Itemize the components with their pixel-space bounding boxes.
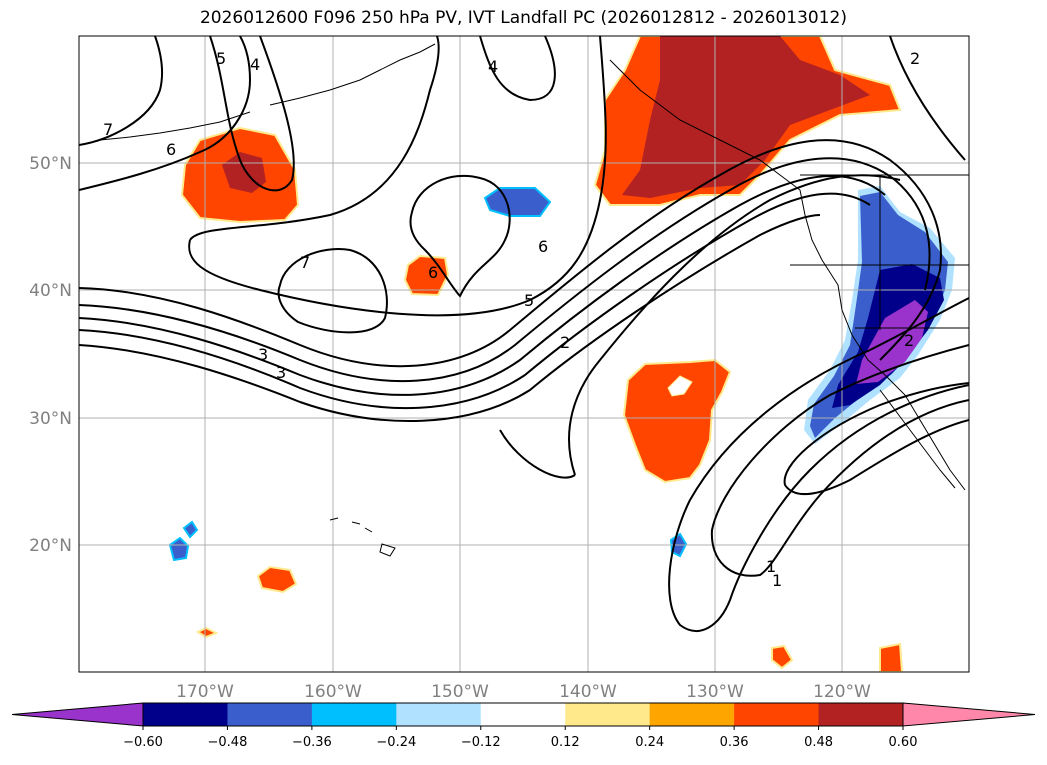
contour-6-aleutian bbox=[79, 36, 164, 146]
pv-anomaly-shading bbox=[168, 36, 955, 672]
contour-label: 2 bbox=[904, 331, 914, 350]
contour-gyre-outer bbox=[189, 36, 440, 241]
anomaly-hawaii-positive bbox=[256, 565, 298, 594]
map-frame bbox=[78, 35, 970, 673]
lat-label: 20°N bbox=[29, 536, 72, 556]
contour-label: 3 bbox=[258, 345, 268, 364]
colorbar-outline bbox=[142, 702, 904, 727]
colorbar-swatch bbox=[311, 703, 397, 726]
colorbar-extend-max bbox=[902, 702, 1036, 727]
anomaly-pacific-negative bbox=[483, 187, 552, 217]
lon-label: 120°W bbox=[813, 682, 871, 702]
colorbar-tick-label: −0.24 bbox=[376, 735, 416, 750]
lat-label: 30°N bbox=[29, 409, 72, 429]
map-background bbox=[79, 36, 969, 672]
contour-1-inner-2 bbox=[783, 382, 969, 496]
contour-label: 1 bbox=[766, 557, 776, 576]
contour-gyre-closed bbox=[277, 248, 388, 334]
colorbar-tick-label: 0.48 bbox=[804, 735, 833, 750]
anomaly-subtropical-positive bbox=[622, 358, 732, 484]
anomaly-small-positive-1 bbox=[195, 626, 219, 639]
colorbar-swatch bbox=[396, 703, 482, 726]
contour-label: 6 bbox=[166, 140, 176, 159]
contour-band-3 bbox=[79, 175, 886, 396]
colorbar-tick-label: −0.60 bbox=[123, 735, 163, 750]
anomaly-small-positive-2 bbox=[771, 644, 794, 670]
colorbar-tick-label: 0.36 bbox=[720, 735, 749, 750]
anomaly-hawaii-negative-2 bbox=[182, 520, 199, 539]
lon-label: 160°W bbox=[304, 682, 362, 702]
contour-label: 7 bbox=[300, 253, 310, 272]
contour-label: 5 bbox=[216, 49, 226, 68]
colorbar-tick-label: −0.48 bbox=[208, 735, 248, 750]
coastlines bbox=[99, 43, 969, 557]
colorbar-tick-label: 0.12 bbox=[551, 735, 580, 750]
colorbar-tick-label: 0.24 bbox=[635, 735, 664, 750]
colorbar: −0.60 −0.48 −0.36 −0.24 −0.12 0.12 0.24 0.36 0.4… bbox=[11, 702, 1036, 750]
pv-contours bbox=[79, 36, 969, 632]
colorbar-swatch bbox=[649, 703, 735, 726]
colorbar-tick-label: −0.12 bbox=[461, 735, 501, 750]
colorbar-swatch bbox=[734, 703, 820, 726]
contour-labels: 7 6 5 4 3 2 1 2 7 6 5 6 4 3 2 1 bbox=[103, 49, 920, 590]
contour-label: 4 bbox=[488, 57, 498, 76]
contour-band-1 bbox=[79, 139, 942, 368]
contour-2-north bbox=[79, 36, 252, 191]
contour-label: 6 bbox=[428, 263, 438, 282]
anomaly-hawaii-negative-1 bbox=[168, 536, 190, 562]
longitude-labels: 170°W 160°W 150°W 140°W 130°W 120°W bbox=[176, 682, 871, 702]
colorbar-swatch bbox=[565, 703, 651, 726]
lat-label: 50°N bbox=[29, 154, 72, 174]
colorbar-swatch bbox=[227, 703, 313, 726]
contour-2-mid bbox=[568, 174, 901, 476]
contour-band-2 bbox=[79, 157, 931, 383]
contour-label: 5 bbox=[524, 291, 534, 310]
colorbar-tick-label: 0.60 bbox=[889, 735, 918, 750]
contour-2-east bbox=[889, 36, 966, 161]
north-america-coast bbox=[609, 59, 966, 491]
lon-label: 130°W bbox=[686, 682, 744, 702]
colorbar-swatch bbox=[480, 703, 566, 726]
lon-label: 170°W bbox=[176, 682, 234, 702]
contour-band-5 bbox=[79, 214, 821, 423]
contour-1-trough bbox=[668, 297, 969, 632]
contour-band-4 bbox=[79, 192, 871, 410]
contour-label: 2 bbox=[910, 49, 920, 68]
contour-5-aleutian bbox=[209, 36, 295, 192]
contour-label: 3 bbox=[276, 363, 286, 382]
lat-label: 40°N bbox=[29, 281, 72, 301]
anomaly-small-positive-3 bbox=[879, 642, 904, 672]
colorbar-swatch bbox=[143, 703, 228, 726]
aleutian-chain bbox=[99, 111, 251, 141]
anomaly-subtropical-hole bbox=[667, 375, 693, 397]
contour-label: 7 bbox=[103, 120, 113, 139]
contour-ridge-closed bbox=[409, 174, 511, 298]
contour-label: 1 bbox=[772, 571, 782, 590]
alaska-coast bbox=[269, 43, 436, 106]
contour-1-inner bbox=[710, 344, 969, 577]
colorbar-tick-label: −0.36 bbox=[292, 735, 332, 750]
figure-title: 2026012600 F096 250 hPa PV, IVT Landfall… bbox=[199, 8, 847, 28]
lon-label: 140°W bbox=[559, 682, 617, 702]
anomaly-alaska-core bbox=[622, 36, 870, 198]
contour-label: 6 bbox=[538, 237, 548, 256]
lon-label: 150°W bbox=[431, 682, 489, 702]
colorbar-swatch bbox=[818, 703, 904, 726]
anomaly-central-positive bbox=[403, 254, 450, 297]
anomaly-west-coast-purple bbox=[856, 300, 928, 384]
colorbar-extend-min bbox=[11, 702, 144, 727]
contour-trough-outer bbox=[188, 36, 607, 317]
contour-2-closed-south bbox=[499, 429, 576, 479]
latitude-labels: 50°N 40°N 30°N 20°N bbox=[29, 154, 72, 556]
contour-7-alaska bbox=[479, 36, 556, 102]
contour-label: 4 bbox=[250, 55, 260, 74]
contour-label: 2 bbox=[560, 333, 570, 352]
hawaii-islands bbox=[329, 517, 396, 557]
